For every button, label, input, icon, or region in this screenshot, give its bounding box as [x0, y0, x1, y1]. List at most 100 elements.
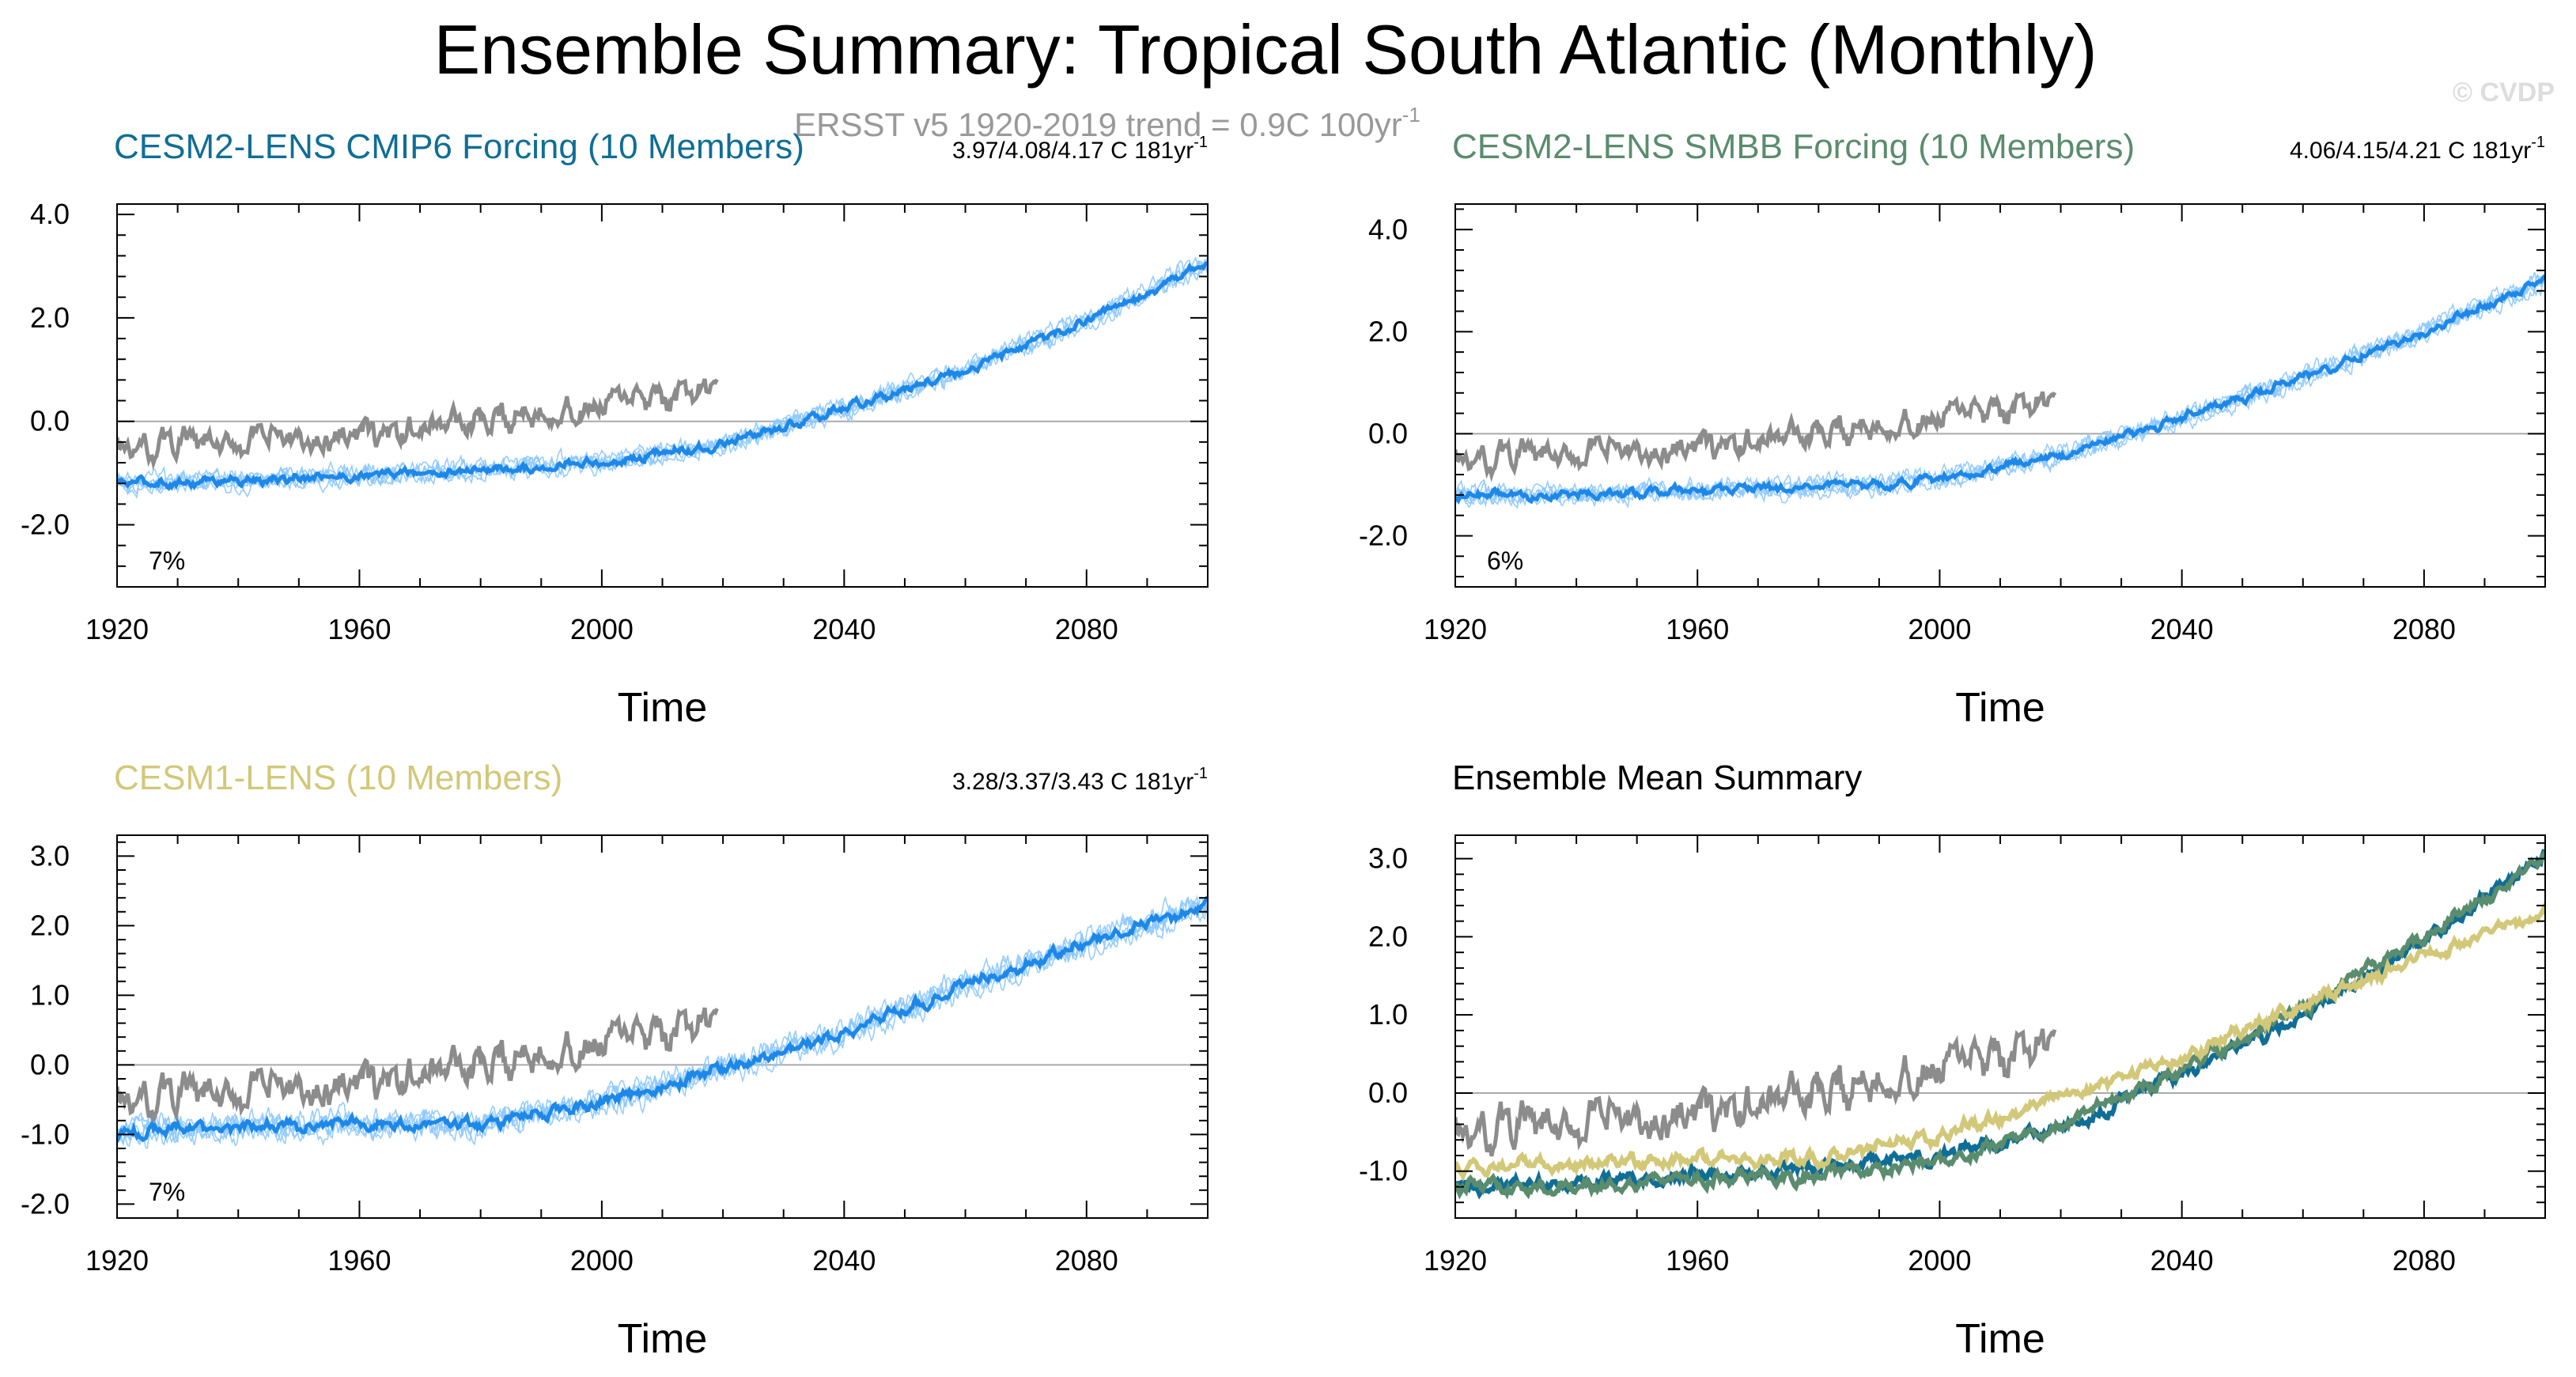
y-axis: -1.0 0.0 1.0 2.0 3.0 [1359, 842, 2545, 1219]
x-tick-label: 2000 [1908, 1244, 1971, 1277]
panel-title: CESM2-LENS SMBB Forcing (10 Members) [1452, 127, 2135, 166]
x-tick-label: 1960 [327, 1244, 391, 1277]
y-tick-label: -1.0 [21, 1118, 70, 1150]
x-tick-label: 2080 [2393, 613, 2456, 645]
member-line [1455, 277, 2545, 507]
panel-cmip6: CESM2-LENS CMIP6 Forcing (10 Members) 3.9… [21, 127, 1209, 731]
y-tick-label: 2.0 [30, 301, 70, 334]
figure-subtitle-text: ERSST v5 1920-2019 trend = 0.9C 100yr [794, 106, 1402, 143]
x-axis: 1920 1960 2000 2040 2080 [1424, 835, 2546, 1277]
x-tick-label: 1960 [1666, 613, 1729, 645]
member-line [117, 895, 1208, 1146]
trend-label-text: 3.97/4.08/4.17 C 181yr [952, 138, 1193, 164]
panel-cesm1: CESM1-LENS (10 Members) 3.28/3.37/3.43 C … [21, 758, 1209, 1362]
trend-label: 4.06/4.15/4.21 C 181yr-1 [2290, 134, 2545, 164]
member-line [117, 259, 1208, 496]
panel-summary: Ensemble Mean Summary 1920 1960 2000 2040 208… [1359, 758, 2546, 1362]
y-tick-label: 2.0 [1368, 315, 1408, 347]
cesm1-mean-line [1455, 901, 2545, 1182]
member-line [1455, 276, 2545, 509]
ensemble-mean-line [117, 895, 1208, 1143]
plot-area [1455, 271, 2545, 509]
figure-title: Ensemble Summary: Tropical South Atlanti… [433, 10, 2097, 89]
trend-label-sup: -1 [1193, 765, 1208, 782]
panel-title: Ensemble Mean Summary [1452, 758, 1862, 797]
trend-label: 3.97/4.08/4.17 C 181yr-1 [952, 134, 1208, 164]
y-tick-label: 3.0 [30, 839, 70, 872]
plot-area [117, 895, 1208, 1149]
y-tick-label: -2.0 [21, 1187, 70, 1220]
trend-label-sup: -1 [2531, 134, 2545, 151]
x-axis-label: Time [1955, 1316, 2045, 1362]
member-line [1455, 273, 2545, 509]
obs-line [1455, 391, 2057, 482]
y-tick-label: 3.0 [1368, 842, 1408, 875]
panel-title: CESM1-LENS (10 Members) [114, 758, 562, 797]
y-tick-label: 0.0 [1368, 417, 1408, 449]
smbb-mean-line [1455, 851, 2545, 1200]
y-tick-label: -2.0 [21, 509, 70, 541]
trend-label-text: 3.28/3.37/3.43 C 181yr [952, 769, 1193, 795]
trend-label-text: 4.06/4.15/4.21 C 181yr [2290, 138, 2531, 164]
figure-subtitle: ERSST v5 1920-2019 trend = 0.9C 100yr-1 [794, 103, 1420, 143]
x-axis: 1920 1960 2000 2040 2080 [1424, 204, 2546, 645]
y-tick-label: 4.0 [30, 198, 70, 230]
member-line [117, 256, 1208, 498]
x-axis: 1920 1960 2000 2040 2080 [85, 204, 1209, 645]
y-tick-label: 0.0 [1368, 1076, 1408, 1109]
watermark: © CVDP [2453, 78, 2555, 108]
plot-area [1455, 849, 2545, 1200]
member-line [117, 258, 1208, 496]
x-tick-label: 1920 [85, 613, 149, 645]
x-tick-label: 2080 [1055, 613, 1118, 645]
pct-label: 7% [149, 547, 185, 575]
x-tick-label: 2000 [570, 1244, 634, 1277]
member-line [117, 895, 1208, 1145]
y-tick-label: -2.0 [1359, 519, 1408, 551]
plot-area [117, 256, 1208, 500]
x-tick-label: 2040 [812, 613, 876, 645]
panel-smbb: CESM2-LENS SMBB Forcing (10 Members) 4.06… [1359, 127, 2546, 731]
trend-label-sup: -1 [1193, 134, 1208, 151]
pct-label: 6% [1487, 547, 1523, 575]
x-tick-label: 2040 [2150, 613, 2214, 645]
y-tick-label: 2.0 [30, 909, 70, 941]
x-axis: 1920 1960 2000 2040 2080 [85, 835, 1209, 1277]
x-tick-label: 2000 [570, 613, 634, 645]
x-tick-label: 2080 [2393, 1244, 2456, 1277]
ensemble-mean-line [117, 260, 1208, 491]
x-tick-label: 1920 [85, 1244, 149, 1277]
member-line [117, 258, 1208, 493]
y-axis: -2.0 -1.0 0.0 1.0 2.0 3.0 [21, 839, 1208, 1220]
y-tick-label: -1.0 [1359, 1155, 1408, 1187]
figure-subtitle-sup: -1 [1402, 103, 1420, 127]
pct-label: 7% [149, 1178, 185, 1206]
x-tick-label: 2040 [812, 1244, 876, 1277]
x-axis-label: Time [618, 685, 708, 731]
ensemble-mean-line [1455, 274, 2545, 505]
x-tick-label: 1960 [1666, 1244, 1729, 1277]
obs-line [1455, 1028, 2057, 1157]
y-tick-label: 0.0 [30, 1048, 70, 1080]
obs-line [117, 378, 719, 471]
x-tick-label: 2080 [1055, 1244, 1118, 1277]
y-tick-label: 0.0 [30, 405, 70, 437]
axes-frame [1454, 203, 2546, 588]
y-axis: -2.0 0.0 2.0 4.0 [1359, 208, 2545, 578]
y-tick-label: 1.0 [1368, 998, 1408, 1031]
trend-label: 3.28/3.37/3.43 C 181yr-1 [952, 765, 1208, 795]
y-tick-label: 4.0 [1368, 213, 1408, 245]
x-tick-label: 1920 [1424, 613, 1487, 645]
x-tick-label: 2040 [2150, 1244, 2214, 1277]
panel-title: CESM2-LENS CMIP6 Forcing (10 Members) [114, 127, 804, 166]
x-tick-label: 1960 [327, 613, 391, 645]
x-axis-label: Time [1955, 685, 2045, 731]
x-tick-label: 1920 [1424, 1244, 1487, 1277]
y-axis: -2.0 0.0 2.0 4.0 [21, 198, 1208, 588]
y-tick-label: 2.0 [1368, 920, 1408, 952]
x-tick-label: 2000 [1908, 613, 1971, 645]
y-tick-label: 1.0 [30, 978, 70, 1011]
member-line [117, 900, 1208, 1146]
x-axis-label: Time [618, 1316, 708, 1362]
